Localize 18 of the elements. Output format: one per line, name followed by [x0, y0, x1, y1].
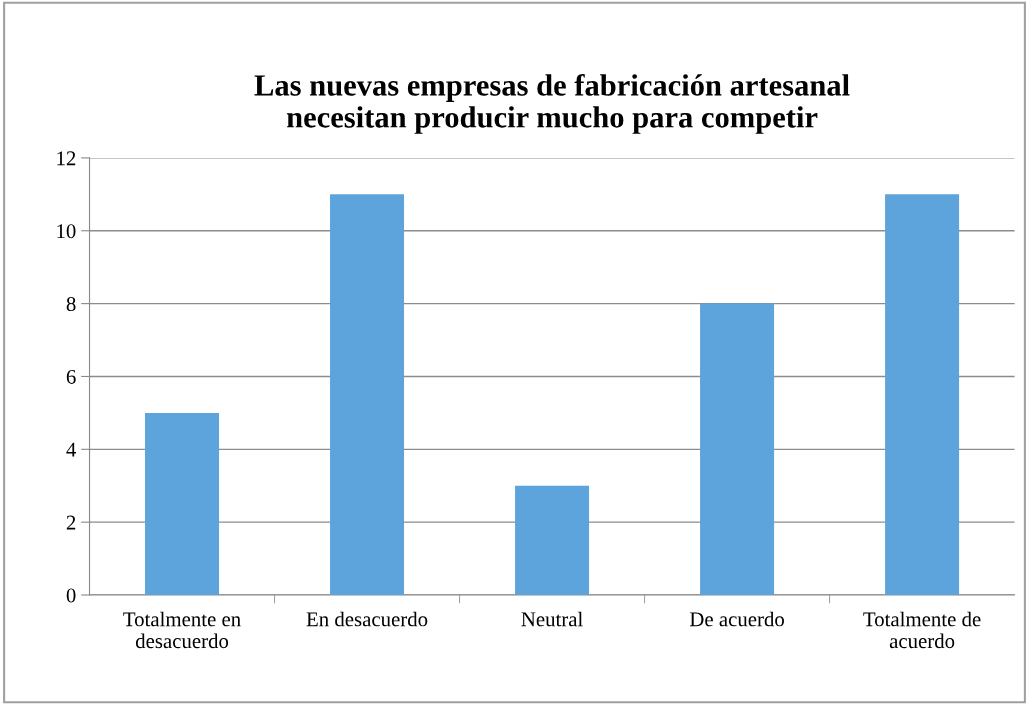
y-tick-label: 12 [57, 151, 76, 166]
bar [700, 303, 775, 596]
x-tick-label: Totalmente de acuerdo [863, 611, 981, 649]
bar [885, 194, 960, 596]
bar [330, 194, 405, 596]
bar [145, 412, 220, 596]
x-tick-label: Totalmente en desacuerdo [123, 611, 241, 649]
chart-title: Las nuevas empresas de fabricación artesanal necesitan producir mucho para competir [254, 73, 850, 134]
x-tick-label: En desacuerdo [306, 611, 428, 627]
y-tick-label: 6 [66, 369, 76, 384]
bar [515, 485, 590, 596]
x-tick-label: De acuerdo [689, 611, 784, 627]
y-tick-label: 10 [57, 224, 76, 239]
y-tick-label: 4 [66, 442, 76, 457]
x-tick-label: Neutral [521, 611, 583, 627]
y-tick-label: 8 [66, 296, 76, 312]
y-tick-label: 0 [66, 588, 76, 603]
y-tick-label: 2 [66, 515, 76, 530]
